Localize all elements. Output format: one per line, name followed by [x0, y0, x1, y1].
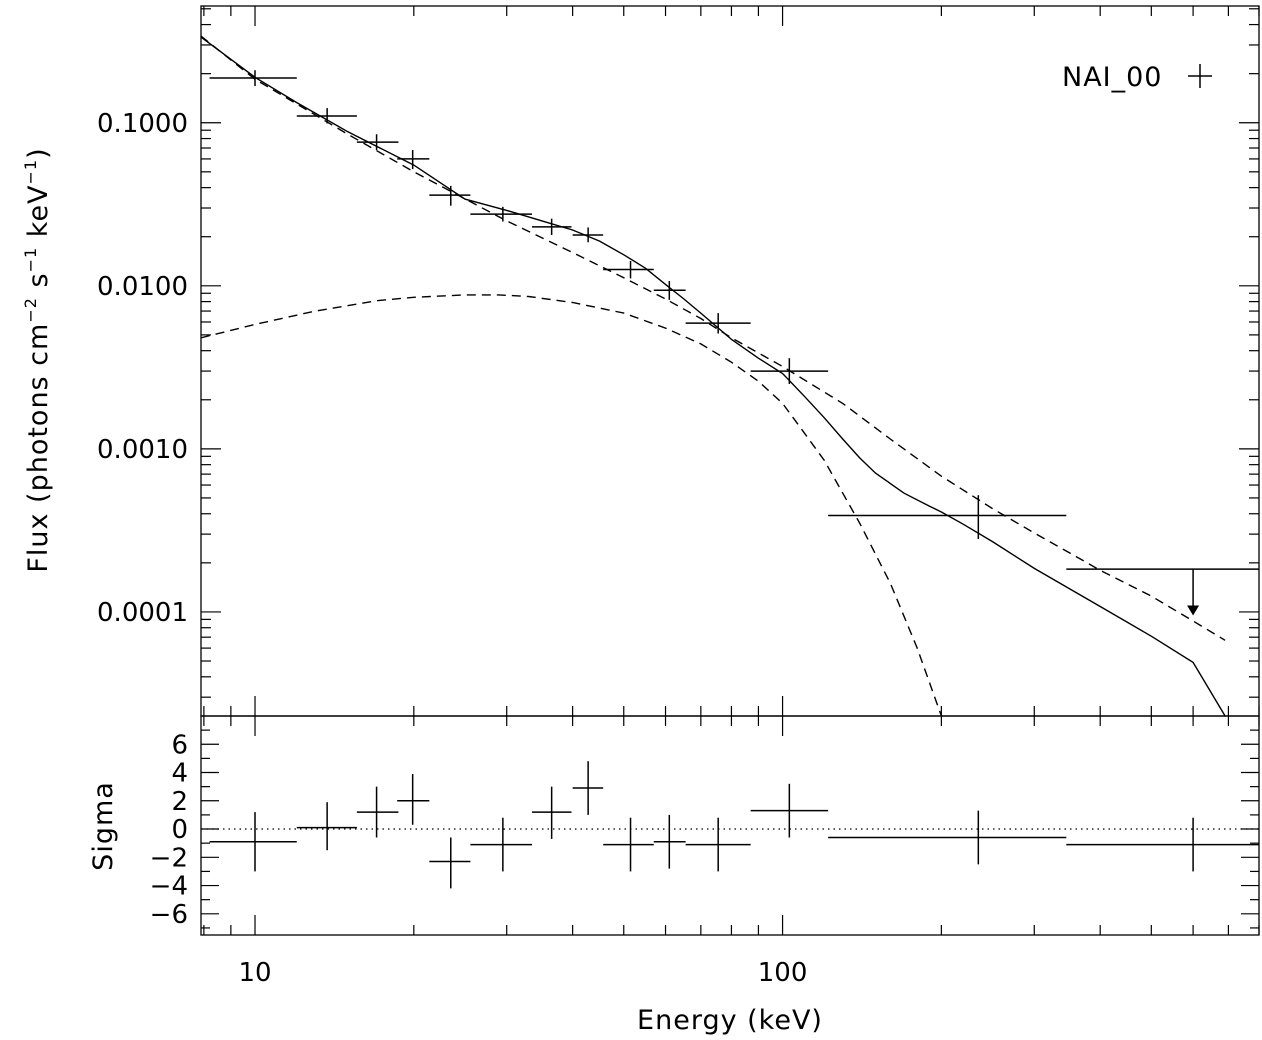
model-curve-2: [200, 35, 1226, 641]
flux-cross: [470, 206, 532, 222]
flux-axis-label-post: keV: [23, 184, 54, 246]
residual-cross: [470, 817, 532, 872]
flux-cross: [1066, 568, 1259, 616]
residual-cross: [209, 812, 297, 872]
x-tick-label: 10: [238, 958, 271, 988]
flux-axis-label-exp2: −1: [21, 247, 40, 273]
spectrum-axis-ticks: [201, 6, 1260, 716]
y-tick-label: −2: [150, 843, 188, 873]
flux-axis-label-pre: Flux (photons cm: [23, 323, 54, 573]
flux-axis-label-exp1: −2: [21, 297, 40, 323]
sigma-axis-label: Sigma: [88, 781, 119, 871]
spectrum-data-crosses: [209, 70, 1259, 616]
y-tick-label: 0.0001: [97, 598, 188, 628]
flux-cross: [296, 108, 357, 124]
residual-cross: [603, 817, 654, 872]
flux-cross: [750, 358, 829, 384]
residual-cross: [572, 761, 604, 815]
y-tick-label: 6: [171, 730, 188, 760]
y-tick-label: 0: [171, 815, 188, 845]
spectrum-y-tick-labels: 0.1000 0.0100 0.0010 0.0001: [97, 109, 188, 628]
energy-axis-label: Energy (keV): [637, 1005, 823, 1036]
legend-cross-marker: [1188, 64, 1212, 88]
y-tick-label: 0.0100: [97, 272, 188, 302]
legend-label: NAI_00: [1062, 62, 1163, 93]
residual-cross: [429, 837, 471, 889]
flux-axis-label-close: ): [23, 147, 54, 159]
flux-cross: [531, 218, 572, 235]
flux-cross: [828, 495, 1067, 540]
y-tick-label: 4: [171, 759, 188, 789]
residuals-plot-frame: [200, 715, 1260, 936]
energy-x-tick-labels: 10 100: [238, 958, 807, 988]
y-tick-label: 2: [171, 787, 188, 817]
flux-cross: [653, 281, 686, 300]
residual-cross: [1066, 817, 1259, 872]
flux-cross: [572, 227, 604, 243]
spectrum-model-curves: [200, 35, 1226, 717]
flux-cross: [685, 313, 751, 334]
model-curve-1: [200, 36, 1226, 717]
flux-axis-label-mid: s: [23, 272, 54, 297]
flux-cross: [209, 70, 297, 87]
flux-cross: [429, 185, 471, 206]
residual-cross: [828, 810, 1067, 865]
residual-cross: [356, 786, 399, 838]
residual-cross: [685, 817, 751, 872]
upper-limit-arrow: [1187, 605, 1200, 616]
flux-axis-label-exp3: −1: [21, 159, 40, 185]
residual-cross: [531, 786, 572, 839]
residuals-data-crosses: [209, 761, 1259, 889]
residual-cross: [397, 773, 430, 825]
y-tick-label: 0.1000: [97, 109, 188, 139]
model-curve-3: [200, 294, 943, 717]
flux-cross: [603, 260, 654, 279]
y-tick-label: 0.0010: [97, 435, 188, 465]
flux-axis-label: Flux (photons cm−2 s−1 keV−1): [21, 147, 54, 572]
flux-cross: [397, 150, 430, 170]
y-tick-label: −4: [150, 872, 188, 902]
residual-cross: [296, 802, 357, 851]
residual-cross: [653, 814, 686, 869]
x-tick-label: 100: [758, 958, 808, 988]
spectrum-panel: 0.1000 0.0100 0.0010 0.0001 NAI_00 Flux (ph…: [21, 5, 1260, 717]
flux-cross: [356, 134, 399, 151]
residual-cross: [750, 783, 829, 838]
y-tick-label: −6: [150, 900, 188, 930]
